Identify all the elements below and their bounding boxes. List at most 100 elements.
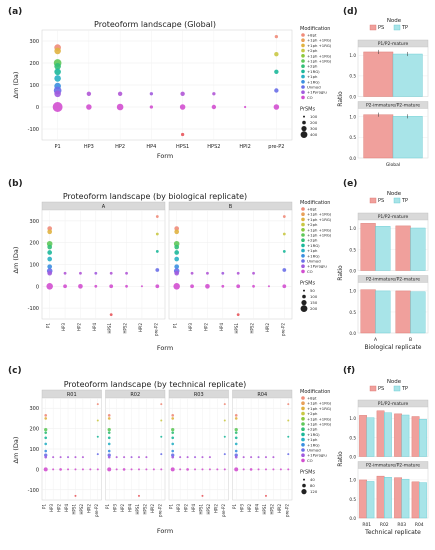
data-point <box>170 467 175 472</box>
data-point <box>107 427 111 432</box>
legend-label: +8pt <box>307 33 317 38</box>
data-point <box>47 264 53 270</box>
data-point <box>81 468 84 471</box>
x-tick-label: HPS1 <box>262 504 267 515</box>
y-tick-label: 0.0 <box>349 331 356 336</box>
facet-label: R04 <box>257 392 267 398</box>
data-point <box>67 468 70 471</box>
legend-swatch <box>301 238 305 242</box>
data-point <box>117 91 123 97</box>
legend-label: +1ph +1RG) <box>307 59 332 64</box>
data-point <box>206 271 209 275</box>
data-point <box>287 435 290 438</box>
data-point <box>174 250 180 255</box>
data-point <box>234 436 238 440</box>
bar <box>363 114 394 159</box>
bar <box>401 414 410 457</box>
data-point <box>125 271 128 275</box>
x-tick-label: HPS1 <box>107 323 112 334</box>
data-point <box>179 468 182 471</box>
legend-label: CO <box>307 95 313 100</box>
data-point <box>221 284 225 288</box>
data-point <box>212 92 216 96</box>
legend-swatch <box>301 248 305 253</box>
y-tick-label: 0 <box>36 105 39 111</box>
data-point <box>96 403 99 406</box>
data-point <box>282 232 286 236</box>
legend-swatch <box>393 197 401 204</box>
x-tick-label: HP3 <box>188 323 193 331</box>
data-point <box>223 403 226 406</box>
x-tick-label: HPS1 <box>176 144 189 150</box>
data-point <box>171 455 175 459</box>
x-tick-label: Global <box>386 162 400 168</box>
data-point <box>59 468 62 471</box>
x-tick-label: HP3 <box>84 144 94 150</box>
legend-title: Modification <box>300 26 330 32</box>
data-point <box>223 453 226 456</box>
data-point <box>282 268 287 272</box>
legend-label: +1ph +1RG) <box>307 217 332 222</box>
facet-label: P1/P2-mature <box>378 41 409 47</box>
bar <box>419 418 427 457</box>
data-point <box>174 264 180 270</box>
bar <box>360 223 376 271</box>
panel-letter: (f) <box>343 366 355 376</box>
facet-label: R03 <box>194 392 204 398</box>
data-point <box>171 449 175 453</box>
data-point <box>74 494 77 497</box>
bar <box>363 51 394 97</box>
x-tick-label: pre-P2 <box>221 504 226 517</box>
legend-size-label: 80 <box>310 483 315 488</box>
x-tick-label: HP3 <box>113 504 118 512</box>
data-point <box>47 229 53 235</box>
data-point <box>47 244 53 250</box>
y-tick-label: 200 <box>29 61 39 67</box>
scatter-panel-b: Proteoform landscape (by biological repl… <box>12 192 332 352</box>
bar <box>394 413 402 457</box>
legend-label: CO <box>307 458 313 463</box>
data-point <box>44 427 48 432</box>
chart-title: Proteoform landscape (by biological repl… <box>63 192 247 201</box>
x-tick-label: HPI2 <box>239 144 250 150</box>
data-point <box>107 455 111 459</box>
data-point <box>236 313 240 317</box>
legend-swatch <box>301 254 305 258</box>
data-point <box>44 455 48 459</box>
data-point <box>201 468 204 471</box>
data-point <box>171 414 175 417</box>
legend-swatch <box>301 458 305 463</box>
data-point <box>52 468 55 471</box>
data-point <box>44 453 48 457</box>
legend-size-label: 120 <box>310 489 318 494</box>
y-axis-label: Ratio <box>337 451 344 467</box>
data-point <box>180 132 185 137</box>
facet-label: P2-immature/P2-mature <box>366 277 420 283</box>
legend-size-label: 100 <box>310 114 318 119</box>
data-point <box>47 256 53 262</box>
y-tick-label: 200 <box>29 427 39 433</box>
legend-swatch <box>301 217 305 222</box>
x-tick-label: P1 <box>173 323 178 328</box>
bar <box>401 478 410 519</box>
data-point <box>160 453 163 456</box>
data-point <box>44 431 48 434</box>
data-point <box>89 468 92 471</box>
data-point <box>186 468 189 471</box>
data-point <box>109 313 113 317</box>
data-point <box>234 431 238 434</box>
data-point <box>201 494 204 497</box>
legend-label: +1RG) <box>307 442 320 447</box>
legend-size-label: 150 <box>310 300 318 305</box>
bar <box>395 290 411 334</box>
x-tick-label: HPS1 <box>198 504 203 515</box>
data-point <box>107 417 111 420</box>
y-tick-label: 100 <box>29 447 39 453</box>
data-point <box>272 456 275 459</box>
data-point <box>107 467 112 472</box>
bar <box>376 475 385 519</box>
data-point <box>252 271 255 275</box>
